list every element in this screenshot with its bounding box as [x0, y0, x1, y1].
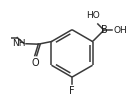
Text: OH: OH — [114, 26, 127, 35]
Text: O: O — [31, 58, 39, 68]
Text: NH: NH — [12, 39, 26, 48]
Text: B: B — [101, 25, 108, 35]
Text: F: F — [69, 86, 75, 96]
Text: HO: HO — [86, 11, 99, 20]
